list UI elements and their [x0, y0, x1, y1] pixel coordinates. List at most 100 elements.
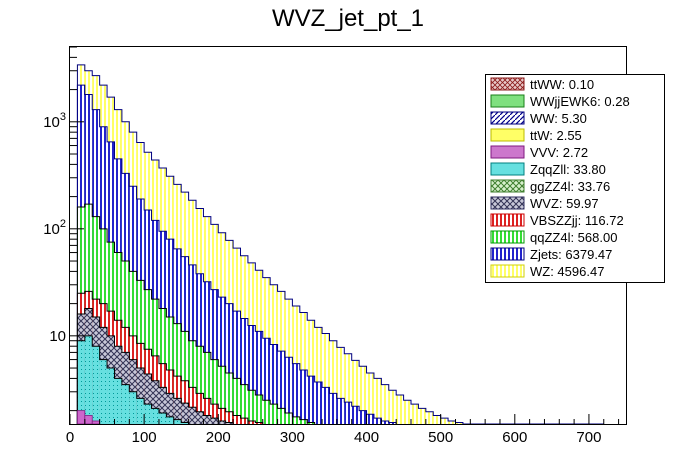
legend-label: Zjets: 6379.47 [530, 247, 612, 262]
histogram-bin [225, 422, 234, 424]
histogram-bin [181, 403, 189, 424]
legend-label: ggZZ4l: 33.76 [530, 179, 610, 194]
histogram-bin [284, 413, 293, 424]
histogram-bin [440, 418, 449, 424]
histogram-bin [255, 422, 263, 424]
legend-entry: ggZZ4l: 33.76 [490, 179, 610, 194]
x-tick-label: 400 [354, 429, 379, 446]
histogram-bars [76, 64, 604, 425]
histogram-bin [262, 338, 271, 424]
legend-entry: ttW: 2.55 [490, 128, 582, 143]
x-axis: 0 100 200 300 400 500 600 700 [66, 414, 620, 446]
histogram-bin [277, 351, 285, 424]
legend-entry: WW: 5.30 [490, 111, 587, 126]
histogram-bin [210, 359, 219, 424]
histogram-bin [151, 408, 159, 424]
legend-swatch [490, 128, 525, 142]
y-axis: 10 102 103 [43, 46, 84, 412]
histogram-bin [262, 400, 271, 424]
histogram-bin [359, 410, 367, 424]
legend-swatch [490, 145, 525, 159]
histogram-bin [210, 418, 219, 424]
histogram-bin [381, 421, 389, 424]
histogram-bin [299, 419, 308, 424]
histogram-bin [91, 420, 101, 425]
legend-entry: WWjjEWK6: 0.28 [490, 94, 630, 109]
histogram-bin [255, 331, 263, 424]
legend-entry: ZqqZll: 33.80 [490, 162, 606, 177]
histogram-bin [144, 404, 152, 424]
histogram-bin [114, 378, 122, 424]
chart-title: WVZ_jet_pt_1 [272, 5, 424, 32]
legend-entry: Zjets: 6379.47 [490, 247, 612, 262]
stack-outline [76, 64, 604, 425]
histogram-bin [151, 380, 159, 424]
x-tick-label: 100 [132, 429, 157, 446]
histogram-bin [84, 335, 93, 424]
histogram-bin [240, 384, 248, 424]
histogram-bin [181, 380, 189, 424]
histogram-bin [196, 393, 204, 424]
histogram-bin [233, 311, 241, 424]
histogram-bin [307, 422, 315, 424]
histogram-bin [418, 408, 426, 424]
histogram-bin [136, 368, 145, 424]
histogram-bin [136, 398, 145, 424]
histogram-bin [403, 400, 412, 424]
stack-layer-cyan-magenta [76, 335, 190, 424]
legend-swatch [490, 264, 525, 278]
histogram-bin [329, 393, 337, 424]
histogram-bin [425, 411, 434, 424]
x-tick-label: 600 [502, 429, 527, 446]
histogram-bin [344, 353, 352, 424]
histogram-bin [218, 366, 226, 424]
histogram-bin [247, 390, 256, 424]
histogram-bin [173, 398, 182, 424]
histogram-bin [129, 391, 137, 424]
legend-entry: ttWW: 0.10 [490, 77, 594, 92]
histogram-bin [233, 378, 241, 424]
x-tick-label: 0 [66, 429, 74, 446]
histogram-bin [411, 404, 419, 424]
histogram-bin [322, 387, 330, 424]
histogram-bin [196, 346, 204, 424]
histogram-bin [396, 394, 404, 424]
histogram-bin [188, 407, 197, 424]
histogram-bin [166, 416, 174, 424]
histogram-bin [166, 393, 174, 424]
histogram-bin [322, 333, 330, 424]
legend-entry: VBSZZjj: 116.72 [490, 213, 624, 228]
histogram-bin [99, 359, 108, 424]
legend-entry: WZ: 4596.47 [490, 264, 604, 279]
histogram-bin [225, 372, 234, 424]
histogram-bin [270, 344, 278, 424]
stack-outline [76, 290, 264, 424]
histogram-bin [77, 340, 85, 424]
histogram-bin [107, 368, 115, 424]
histogram-bin [388, 390, 397, 424]
y-tick-label: 103 [43, 111, 66, 131]
legend-label: ttW: 2.55 [530, 128, 582, 143]
histogram-bin [218, 297, 226, 424]
histogram-bin [366, 372, 374, 424]
histogram-bin [203, 398, 211, 424]
histogram-bin [307, 376, 315, 424]
histogram-bin [188, 340, 197, 424]
histogram-bin [158, 387, 167, 424]
legend-swatch [490, 94, 525, 108]
histogram-bin [181, 422, 189, 424]
legend-swatch [490, 196, 525, 210]
histogram-bin [173, 323, 182, 424]
histogram-bin [233, 415, 241, 424]
histogram-bin [144, 373, 152, 424]
histogram-bin [292, 416, 300, 424]
histogram-bin [225, 411, 234, 424]
histogram-bin [240, 418, 248, 424]
histogram-bin [240, 318, 248, 424]
histogram-bin [388, 422, 397, 424]
histogram-bin [351, 360, 360, 424]
histogram-bin [203, 415, 211, 424]
histogram-bin [455, 422, 463, 424]
histogram-bin [218, 408, 226, 424]
